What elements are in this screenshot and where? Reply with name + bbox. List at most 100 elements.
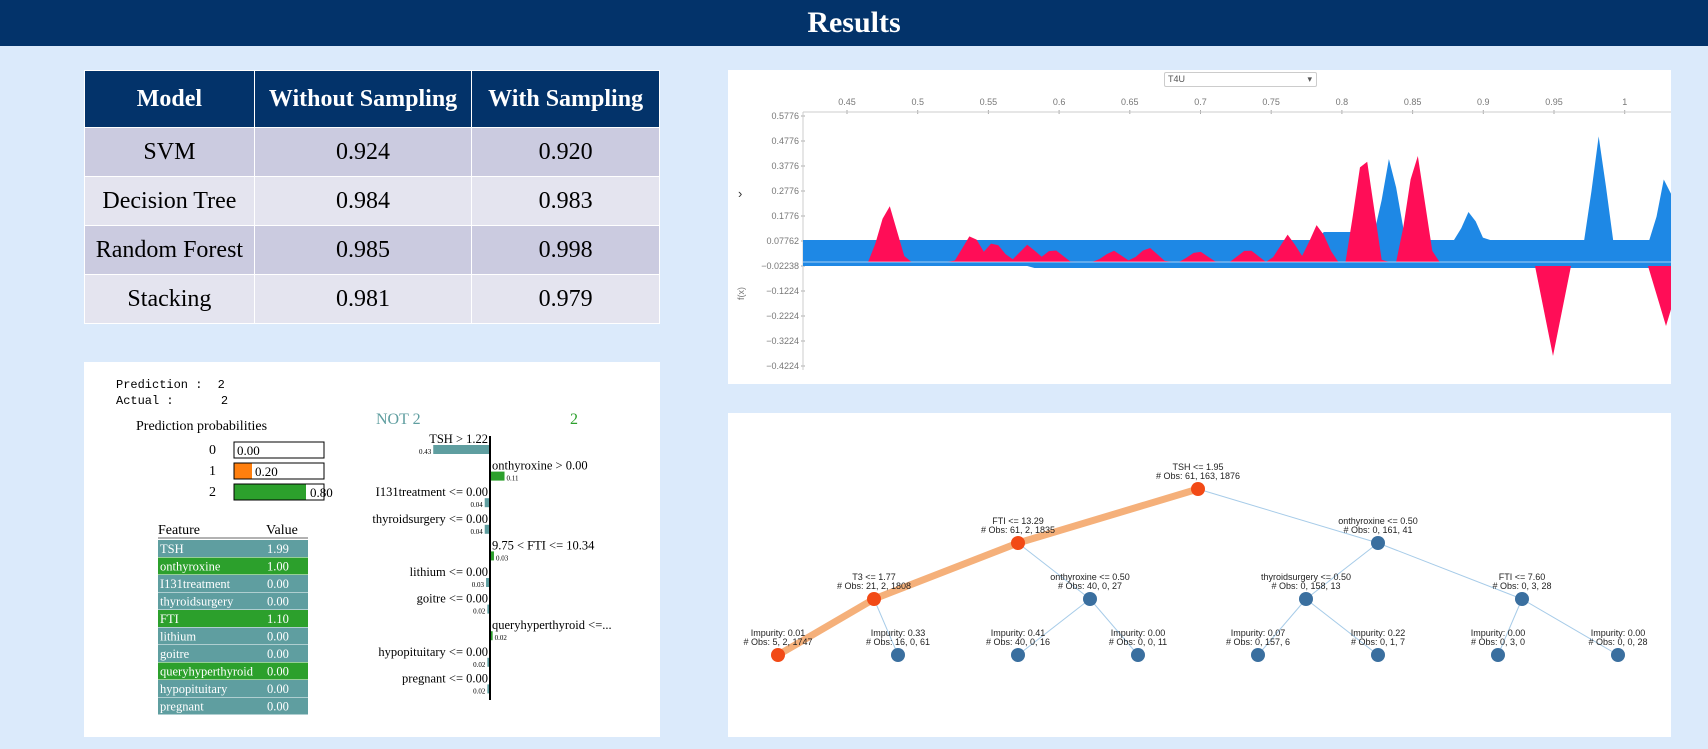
tree-node[interactable] [1083, 592, 1097, 606]
feature-row-background [158, 662, 308, 680]
expand-sidebar-icon[interactable]: › [738, 186, 743, 201]
decision-tree: TSH <= 1.95# Obs: 61, 163, 1876 FTI <= 13… [743, 462, 1648, 662]
weight-label: lithium <= 0.00 [410, 565, 488, 579]
x-tick-label: 1 [1622, 97, 1627, 107]
tree-node[interactable] [1191, 482, 1205, 496]
feature-value: 0.00 [267, 665, 289, 679]
weight-label: goitre <= 0.00 [417, 592, 488, 606]
weight-value: 0.03 [496, 554, 509, 562]
tree-node[interactable] [1011, 536, 1025, 550]
tree-edge [1089, 598, 1139, 656]
tree-node-observations: # Obs: 0, 157, 6 [1226, 637, 1290, 647]
tree-node[interactable] [1011, 648, 1025, 662]
model-cell: SVM [84, 127, 255, 177]
feature-dropdown[interactable]: T4U ▾ [1164, 72, 1317, 87]
tree-node-rule: T3 <= 1.77 [852, 572, 896, 582]
tree-node-observations: # Obs: 40, 0, 16 [986, 637, 1050, 647]
weight-bar [484, 498, 490, 508]
tree-node[interactable] [1491, 648, 1505, 662]
tree-node[interactable] [1371, 536, 1385, 550]
feature-name: lithium [160, 630, 196, 644]
weight-bar [433, 445, 490, 454]
probability-class-label: 2 [209, 485, 216, 500]
feature-row-background [158, 627, 308, 645]
feature-row-background [158, 575, 308, 592]
tree-node[interactable] [771, 648, 785, 662]
feature-row-background [158, 592, 308, 610]
y-tick-label: −0.02238 [761, 261, 799, 271]
weight-bar [484, 524, 490, 534]
tree-node[interactable] [867, 592, 881, 606]
tree-node-observations: # Obs: 16, 0, 61 [866, 637, 930, 647]
shap-negative-spike [1648, 266, 1671, 326]
tree-edge [1017, 598, 1091, 656]
actual-line: Actual : 2 [116, 394, 228, 408]
tree-edge [1017, 542, 1091, 600]
weight-bar [490, 631, 493, 641]
y-tick-label: −0.4224 [766, 361, 799, 371]
without-sampling-cell: 0.985 [253, 225, 473, 275]
tree-node-rule: FTI <= 7.60 [1499, 572, 1546, 582]
tree-node-rule: onthyroxine <= 0.50 [1050, 572, 1130, 582]
tree-node[interactable] [1299, 592, 1313, 606]
tree-node[interactable] [1371, 648, 1385, 662]
weight-bar [487, 684, 490, 694]
feature-name: I131treatment [160, 577, 231, 591]
tree-node-rule: thyroidsurgery <= 0.50 [1261, 572, 1351, 582]
tree-edge [1497, 598, 1523, 656]
tree-node-rule: Impurity: 0.33 [871, 628, 926, 638]
shap-negative-spike [1535, 266, 1571, 356]
tree-node-observations: # Obs: 5, 2, 1747 [743, 637, 812, 647]
table-row: SVM 0.924 0.920 [84, 127, 660, 177]
tree-node-observations: # Obs: 0, 161, 41 [1343, 525, 1412, 535]
y-axis-label: f(x) [736, 287, 746, 300]
prediction-value: 2 [217, 378, 225, 392]
class-label: 2 [570, 411, 578, 428]
tree-node[interactable] [1131, 648, 1145, 662]
weight-bar [487, 604, 490, 614]
results-table: Model Without Sampling With Sampling SVM… [84, 70, 660, 324]
tree-node[interactable] [891, 648, 905, 662]
tree-edge [1377, 542, 1523, 600]
lime-explanation-panel: Prediction : 2 Actual : 2 Prediction pro… [84, 362, 660, 737]
weight-label: thyroidsurgery <= 0.00 [372, 512, 488, 526]
with-sampling-cell: 0.983 [471, 176, 660, 226]
tree-node[interactable] [1251, 648, 1265, 662]
tree-node-rule: Impurity: 0.41 [991, 628, 1046, 638]
feature-value: 1.00 [267, 560, 289, 574]
feature-dropdown-value: T4U [1168, 74, 1186, 84]
value-column-header: Value [266, 523, 298, 538]
weight-label: I131treatment <= 0.00 [376, 485, 488, 499]
feature-name: pregnant [160, 700, 204, 714]
y-tick-label: 0.2776 [771, 186, 799, 196]
tree-node[interactable] [1515, 592, 1529, 606]
weight-label: hypopituitary <= 0.00 [378, 645, 488, 659]
page-title: Results [807, 6, 901, 39]
feature-name: hypopituitary [160, 682, 228, 696]
with-sampling-cell: 0.998 [471, 225, 660, 275]
actual-label: Actual : [116, 394, 174, 408]
tree-node-observations: # Obs: 40, 0, 27 [1058, 581, 1122, 591]
weight-label: 9.75 < FTI <= 10.34 [492, 538, 595, 552]
weight-value: 0.03 [472, 581, 485, 589]
y-tick-label: −0.2224 [766, 311, 799, 321]
probability-value: 0.80 [310, 485, 333, 500]
feature-row-background [158, 645, 308, 662]
probabilities-title: Prediction probabilities [136, 419, 267, 434]
tree-edge [1305, 542, 1379, 600]
probability-bar-frame [233, 483, 325, 501]
weight-bar [487, 657, 490, 667]
weight-value: 0.11 [507, 475, 519, 483]
tree-edge [1197, 488, 1379, 544]
feature-value: 0.00 [267, 630, 289, 644]
tree-node-rule: Impurity: 0.00 [1591, 628, 1646, 638]
feature-value: 1.99 [267, 542, 289, 556]
x-tick-label: 0.5 [911, 97, 924, 107]
tree-node[interactable] [1611, 648, 1625, 662]
feature-value: 1.10 [267, 612, 289, 626]
feature-name: FTI [160, 612, 179, 626]
tree-edge [872, 539, 1020, 603]
column-header-without-sampling: Without Sampling [253, 70, 473, 128]
feature-row-background [158, 557, 308, 575]
tree-node-rule: Impurity: 0.00 [1111, 628, 1166, 638]
